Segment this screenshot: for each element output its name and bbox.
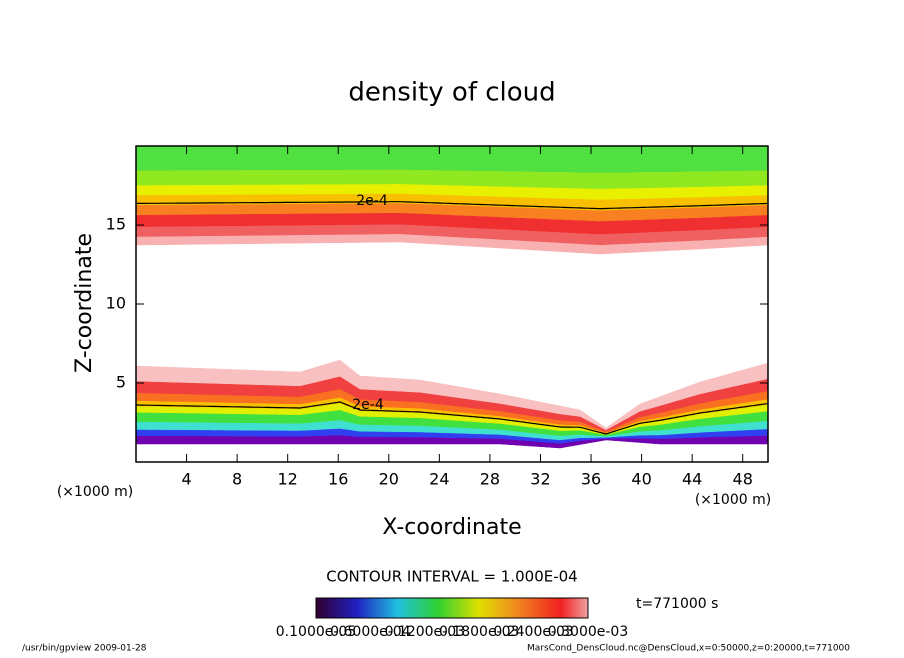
contour-label: 2e-4 bbox=[352, 397, 384, 413]
x-tick-label: 4 bbox=[181, 470, 191, 489]
x-axis-label: X-coordinate bbox=[382, 515, 521, 540]
colorbar-label: 0.6000e-04 bbox=[330, 624, 411, 640]
colorbar-label: 0.1200e-03 bbox=[385, 624, 465, 640]
x-tick-label: 8 bbox=[232, 470, 242, 489]
contour-label: 2e-4 bbox=[356, 193, 388, 209]
x-tick-label: 48 bbox=[733, 470, 753, 489]
y-axis-label: Z-coordinate bbox=[72, 233, 97, 373]
y-tick-label: 10 bbox=[106, 294, 126, 313]
x-tick-label: 20 bbox=[379, 470, 399, 489]
footer-right: MarsCond_DensCloud.nc@DensCloud,x=0:5000… bbox=[527, 644, 850, 654]
y-unit: (×1000 m) bbox=[57, 484, 133, 500]
contour-line bbox=[136, 201, 769, 210]
contour-band bbox=[135, 145, 769, 174]
colorbar bbox=[315, 597, 589, 619]
time-label: t=771000 s bbox=[636, 596, 718, 612]
footer-left: /usr/bin/gpview 2009-01-28 bbox=[22, 644, 147, 654]
contour-interval: CONTOUR INTERVAL = 1.000E-04 bbox=[326, 568, 577, 586]
x-tick-label: 40 bbox=[631, 470, 651, 489]
y-tick-label: 15 bbox=[106, 215, 126, 234]
x-unit: (×1000 m) bbox=[695, 492, 771, 508]
x-tick-label: 28 bbox=[480, 470, 500, 489]
colorbar-label: 0.2400e-03 bbox=[493, 624, 573, 640]
chart-title: density of cloud bbox=[348, 78, 555, 108]
y-tick-label: 5 bbox=[116, 373, 126, 392]
colorbar-label: 0.3000e-03 bbox=[548, 624, 628, 640]
x-tick-label: 36 bbox=[581, 470, 601, 489]
contour-field bbox=[135, 145, 769, 449]
x-tick-label: 44 bbox=[682, 470, 702, 489]
x-tick-label: 16 bbox=[328, 470, 348, 489]
colorbar-label: 0.1000e-05 bbox=[276, 624, 356, 640]
x-tick-label: 24 bbox=[429, 470, 449, 489]
x-tick-label: 12 bbox=[278, 470, 298, 489]
x-tick-label: 32 bbox=[530, 470, 550, 489]
contour-line bbox=[136, 401, 769, 435]
colorbar-label: 0.1800e-03 bbox=[439, 624, 519, 640]
